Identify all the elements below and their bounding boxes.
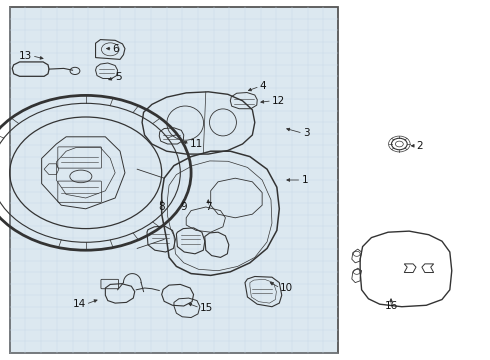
Text: 16: 16	[384, 301, 398, 311]
Text: 2: 2	[416, 141, 423, 151]
Text: 7: 7	[205, 202, 212, 212]
Text: 11: 11	[190, 139, 203, 149]
Text: 8: 8	[158, 202, 165, 212]
Text: 13: 13	[19, 51, 32, 61]
Text: 9: 9	[180, 202, 187, 212]
Text: 3: 3	[303, 128, 310, 138]
Text: 12: 12	[272, 96, 285, 106]
Text: 14: 14	[73, 299, 86, 309]
Text: 4: 4	[260, 81, 267, 91]
Text: 6: 6	[113, 44, 120, 54]
Text: 10: 10	[280, 283, 294, 293]
Bar	[10, 7, 338, 353]
Text: 5: 5	[115, 72, 122, 82]
Text: 1: 1	[301, 175, 308, 185]
Text: 15: 15	[200, 303, 213, 313]
